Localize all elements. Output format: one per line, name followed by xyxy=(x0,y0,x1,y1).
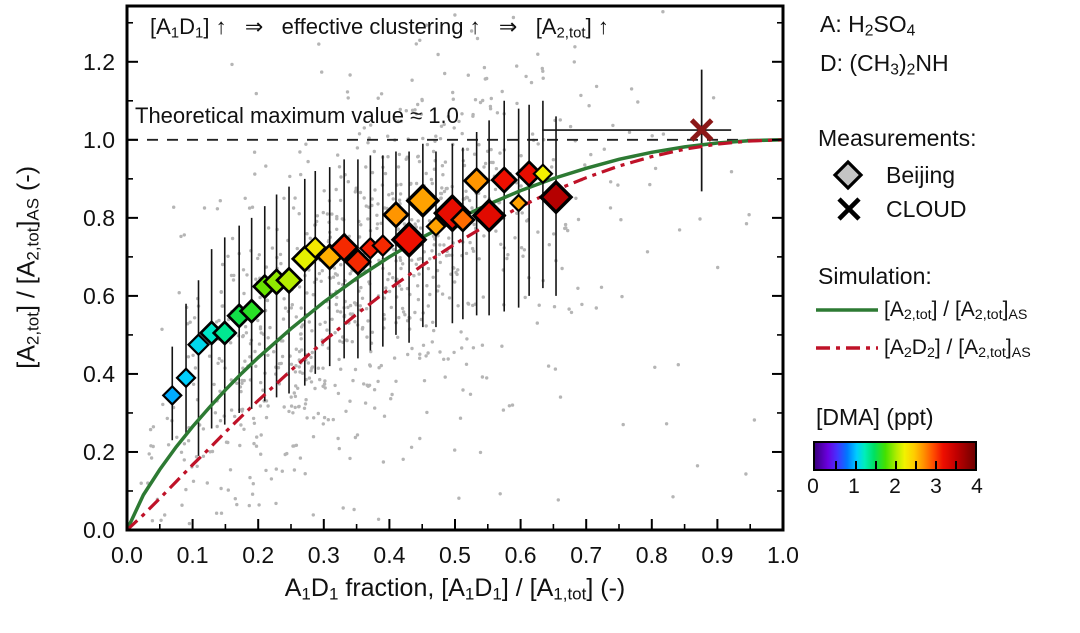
beijing-point xyxy=(161,384,183,406)
species-a-label: A: H2SO4 xyxy=(820,11,916,40)
beijing-label: Beijing xyxy=(886,162,956,188)
red-dashdot-line-icon xyxy=(816,346,878,350)
beijing-point xyxy=(532,163,554,185)
cloud-point xyxy=(689,118,714,142)
simulation-title: Simulation: xyxy=(818,263,932,289)
species-d-label: D: (CH3)2NH xyxy=(820,50,949,79)
beijing-point xyxy=(432,193,472,233)
tick-labels: 0.0 0.1 0.2 0.3 0.4 0.5 0.6 0.7 0.8 0.9 1.0 0.0 0.2 0… xyxy=(83,49,799,568)
beijing-point xyxy=(238,298,265,325)
sim-red-label: [A2D2] / [A2,tot]AS xyxy=(884,336,1031,362)
colorbar-gradient xyxy=(815,443,975,469)
svg-text:0.3: 0.3 xyxy=(308,542,340,568)
colorbar-tick-label: 2 xyxy=(889,475,901,498)
svg-text:1.0: 1.0 xyxy=(767,542,799,568)
green-line-icon xyxy=(816,308,878,312)
svg-text:0.0: 0.0 xyxy=(111,542,143,568)
svg-text:1.0: 1.0 xyxy=(83,127,115,153)
colorbar-tick-label: 4 xyxy=(971,475,983,498)
svg-text:0.7: 0.7 xyxy=(570,542,602,568)
beijing-point xyxy=(371,234,395,258)
colorbar-tick-label: 0 xyxy=(807,475,819,498)
beijing-point xyxy=(405,183,441,219)
colorbar-tick xyxy=(855,461,857,469)
axis-ticks xyxy=(126,21,784,531)
colorbar-tick xyxy=(875,461,877,469)
cloud-x-icon xyxy=(837,197,861,221)
sim-red-curve xyxy=(127,138,783,530)
beijing-point xyxy=(471,198,507,233)
colorbar-tick xyxy=(895,461,897,469)
beijing-diamond-icon xyxy=(832,159,864,191)
colorbar-tick xyxy=(915,461,917,469)
svg-text:0.8: 0.8 xyxy=(83,205,115,231)
beijing-point xyxy=(509,193,529,213)
colorbar-tick-label: 3 xyxy=(930,475,942,498)
svg-text:0.1: 0.1 xyxy=(177,542,209,568)
svg-text:0.4: 0.4 xyxy=(83,361,115,387)
beijing-point xyxy=(382,200,410,229)
svg-text:0.2: 0.2 xyxy=(83,439,115,465)
svg-text:0.2: 0.2 xyxy=(242,542,274,568)
beijing-point xyxy=(186,333,211,357)
beijing-point xyxy=(538,179,574,215)
background-scatter xyxy=(139,10,757,526)
reference-line-label: Theoretical maximum value ≈ 1.0 xyxy=(135,103,459,128)
colorbar-tick xyxy=(835,461,837,469)
colorbar-tick-label: 1 xyxy=(848,475,860,498)
sim-green-label: [A2,tot] / [A2,tot]AS xyxy=(884,298,1028,324)
beijing-point xyxy=(425,215,447,238)
beijing-points xyxy=(161,159,574,406)
svg-text:0.6: 0.6 xyxy=(83,283,115,309)
x-axis-title: A1D1 fraction, [A1D1] / [A1,tot] (-) xyxy=(284,574,626,604)
beijing-point xyxy=(175,367,197,389)
colorbar-tick xyxy=(935,461,937,469)
svg-text:0.6: 0.6 xyxy=(505,542,537,568)
y-axis-title: [A2,tot] / [A2,tot]AS (-) xyxy=(12,165,43,369)
colorbar-title: [DMA] (ppt) xyxy=(816,404,934,430)
beijing-point xyxy=(449,206,476,233)
svg-text:0.8: 0.8 xyxy=(636,542,668,568)
svg-text:0.5: 0.5 xyxy=(439,542,471,568)
beijing-point xyxy=(344,248,372,276)
svg-text:0.4: 0.4 xyxy=(373,542,405,568)
svg-text:0.0: 0.0 xyxy=(83,517,115,543)
sim-green-curve xyxy=(127,138,783,530)
beijing-point xyxy=(390,221,428,259)
beijing-point xyxy=(211,320,238,346)
svg-text:0.9: 0.9 xyxy=(701,542,733,568)
beijing-point xyxy=(329,232,360,263)
svg-text:1.2: 1.2 xyxy=(83,49,115,75)
cloud-label: CLOUD xyxy=(886,196,967,222)
beijing-point xyxy=(275,266,303,295)
measurements-title: Measurements: xyxy=(818,125,977,151)
annotation-top: [A1D1] ↑ ⇒ effective clustering ↑ ⇒ [A2,… xyxy=(150,14,609,42)
colorbar-tick xyxy=(955,461,957,469)
colorbar xyxy=(813,441,977,471)
beijing-point xyxy=(490,166,519,194)
beijing-point xyxy=(462,166,491,195)
